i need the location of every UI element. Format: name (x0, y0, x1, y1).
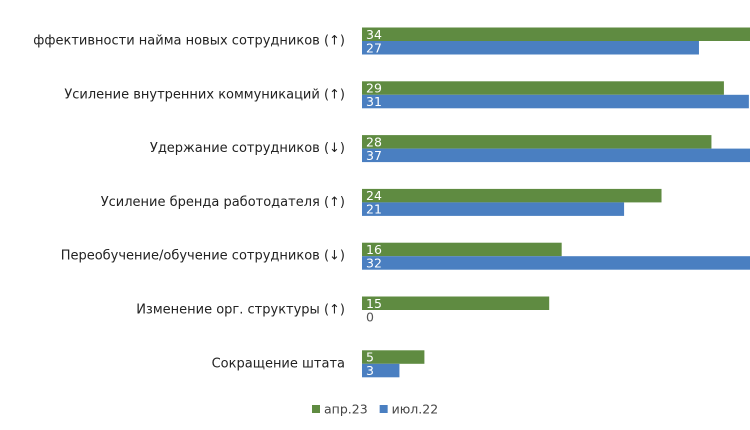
category-label: ффективности найма новых сотрудников (↑) (33, 34, 345, 49)
bar (362, 94, 749, 109)
value-label: 28 (366, 134, 382, 149)
category-label: Переобучение/обучение сотрудников (↓) (61, 249, 345, 264)
value-label: 32 (366, 255, 382, 270)
bar (362, 41, 699, 55)
value-label: 0 (366, 309, 374, 324)
bar (362, 296, 550, 310)
category-label: Усиление внутренних коммуникаций (↑) (64, 87, 345, 102)
legend-label: апр.23 (324, 402, 368, 417)
value-label: 15 (366, 296, 382, 311)
legend-swatch (312, 405, 320, 413)
bar (362, 242, 562, 257)
bar (362, 350, 425, 364)
category-label: Удержание сотрудников (↓) (150, 141, 345, 156)
value-label: 34 (366, 27, 382, 42)
bar (362, 188, 662, 203)
value-label: 31 (366, 94, 382, 109)
bar (362, 27, 750, 41)
value-label: 27 (366, 40, 382, 55)
value-label: 37 (366, 148, 382, 163)
bar (362, 135, 712, 149)
category-label: Усиление бренда работодателя (↑) (101, 195, 345, 210)
bar (362, 148, 750, 163)
bar (362, 81, 724, 95)
bar (362, 202, 625, 216)
bar (362, 256, 750, 270)
value-label: 5 (366, 350, 374, 365)
value-label: 16 (366, 242, 382, 257)
legend-swatch (379, 405, 388, 413)
bar (362, 363, 400, 378)
value-label: 3 (366, 363, 374, 378)
legend-label: июл.22 (392, 402, 439, 417)
value-label: 29 (366, 81, 382, 96)
value-label: 21 (366, 202, 382, 217)
category-label: Изменение орг. структуры (↑) (136, 303, 345, 318)
category-label: Сокращение штата (212, 356, 345, 371)
value-label: 24 (366, 188, 382, 203)
